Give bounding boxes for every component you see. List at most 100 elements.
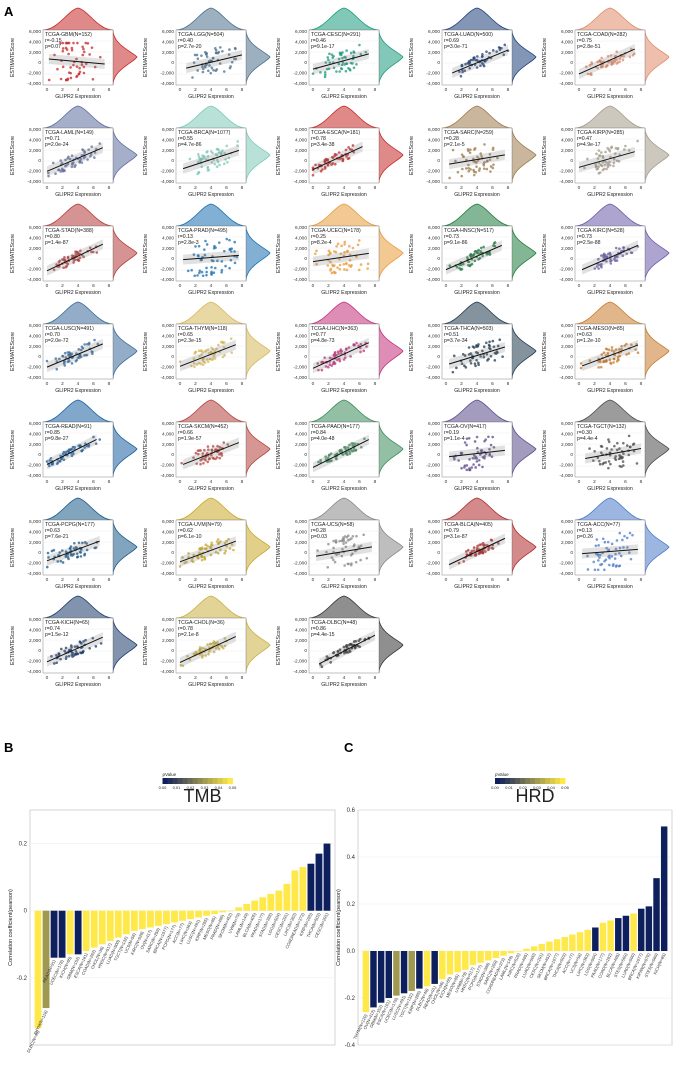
y-tick-label: 2,000: [428, 442, 440, 448]
y-tick-label: 0: [171, 256, 174, 262]
data-point: [69, 71, 72, 75]
plot-p: p=1.2e-10: [577, 338, 601, 344]
y-tick-label: -4,000: [559, 473, 573, 479]
x-tick-label: 0: [46, 283, 49, 289]
data-point: [488, 158, 492, 161]
y-axis-label: ESTIMATEScore: [10, 234, 16, 273]
fit-line: [452, 49, 509, 74]
plot-title: TCGA-CESC(N=291): [311, 32, 361, 38]
data-point: [61, 258, 64, 261]
data-point: [192, 253, 196, 256]
x-tick-label: 2: [593, 87, 596, 93]
data-point: [347, 346, 351, 349]
data-point: [316, 362, 320, 365]
data-point: [461, 352, 465, 356]
data-point: [67, 557, 70, 561]
data-point: [198, 355, 201, 358]
y-tick-label: -0.2: [345, 996, 356, 1002]
plot-p: p=3.0e-71: [444, 44, 468, 50]
data-point: [600, 64, 603, 68]
plot-frame: [175, 29, 247, 86]
data-point: [67, 448, 71, 451]
data-point: [201, 350, 204, 354]
data-point: [597, 360, 600, 363]
y-tick-label: 6,000: [561, 421, 573, 427]
data-point: [605, 64, 609, 67]
colorbar-segment: [187, 778, 193, 784]
y-tick-label: 6,000: [428, 519, 440, 525]
data-point: [479, 246, 483, 250]
y-tick-label: -4,000: [293, 375, 307, 381]
colorbar-segment: [162, 778, 168, 784]
data-point: [479, 64, 482, 67]
right-density: [378, 421, 404, 478]
x-tick-label: 6: [92, 479, 95, 485]
y-tick-label: -4,000: [426, 473, 440, 479]
x-tick-label: 0: [179, 283, 182, 289]
fit-line: [312, 53, 369, 70]
data-point: [471, 345, 475, 348]
data-point: [67, 52, 70, 56]
x-tick-label: 2: [327, 381, 330, 387]
x-tick-label: 8: [241, 479, 244, 485]
x-tick-label: 0: [312, 577, 315, 583]
data-point: [354, 448, 358, 452]
y-axis-label: ESTIMATEScore: [10, 528, 16, 567]
data-point: [612, 361, 615, 364]
y-axis-label: ESTIMATEScore: [143, 38, 149, 77]
scatter-plot: TCGA-BLCA(N=405)r=0.79p=3.1e-876,0004,00…: [409, 497, 537, 590]
data-point: [60, 549, 64, 552]
data-point: [340, 450, 344, 453]
data-point: [473, 250, 477, 253]
data-point: [491, 146, 495, 150]
y-tick-label: -4,000: [293, 571, 307, 577]
data-point: [627, 149, 631, 152]
right-density: [644, 421, 670, 478]
bar: [599, 922, 607, 951]
data-point: [351, 144, 355, 147]
y-axis-label: ESTIMATEScore: [143, 430, 149, 469]
x-tick-label: 2: [327, 87, 330, 93]
plot-r: r=0.46: [311, 38, 326, 44]
data-point: [69, 66, 72, 69]
data-point: [77, 72, 81, 76]
data-point: [606, 54, 610, 58]
plot-title: TCGA-OV(N=417): [444, 424, 487, 430]
y-tick-label: 0: [171, 648, 174, 654]
y-tick-label: 0: [38, 256, 41, 262]
data-point: [463, 466, 466, 469]
y-axis-label: ESTIMATEScore: [10, 626, 16, 665]
data-point: [612, 59, 615, 63]
scatter-plot: TCGA-GBM(N=152)r=-0.15p=0.076,0004,0002,…: [10, 7, 138, 100]
data-point: [198, 271, 201, 275]
data-point: [209, 150, 213, 153]
data-point: [460, 267, 464, 271]
data-point: [343, 356, 347, 359]
data-point: [199, 449, 202, 452]
data-point: [348, 253, 352, 257]
data-point: [327, 453, 331, 457]
data-point: [365, 556, 369, 560]
data-point: [83, 343, 86, 346]
y-tick-label: -4,000: [426, 277, 440, 283]
scatter-plot: TCGA-ACC(N=77)r=0.13p=0.266,0004,0002,00…: [542, 497, 670, 590]
data-point: [468, 458, 471, 461]
data-point: [72, 63, 75, 67]
data-point: [357, 344, 360, 348]
fit-line: [449, 154, 505, 165]
top-density: [441, 301, 513, 325]
data-point: [328, 52, 331, 56]
data-point: [360, 445, 363, 449]
data-point: [349, 265, 353, 268]
y-tick-label: -2,000: [559, 169, 573, 175]
data-point: [466, 256, 469, 259]
data-point: [56, 560, 60, 563]
y-tick-label: -4,000: [160, 277, 174, 283]
data-point: [467, 346, 471, 349]
plot-p: p=2.5e-88: [577, 240, 601, 246]
data-point: [481, 52, 484, 56]
data-point: [213, 162, 217, 166]
data-point: [87, 148, 90, 151]
colorbar-segment: [555, 778, 561, 784]
data-point: [218, 163, 221, 167]
